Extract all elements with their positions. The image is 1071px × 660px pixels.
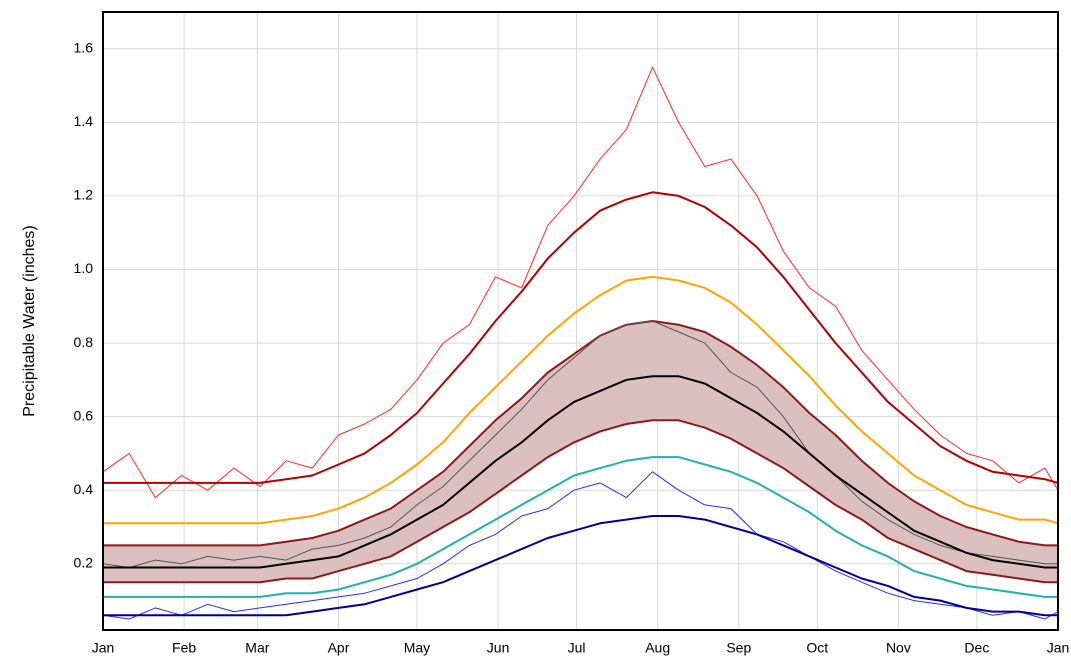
y-tick-label: 0.8 — [74, 334, 94, 350]
y-tick-label: 1.6 — [74, 39, 94, 55]
y-tick-label: 0.6 — [74, 407, 94, 423]
x-tick-label: Mar — [245, 640, 269, 656]
x-tick-label: Feb — [172, 640, 196, 656]
x-tick-label: Jul — [568, 640, 586, 656]
plot-frame — [102, 11, 1059, 631]
x-tick-label: Jan — [1047, 640, 1070, 656]
series-line — [103, 275, 1059, 525]
series-line — [103, 375, 1058, 569]
y-tick-label: 0.2 — [74, 554, 94, 570]
x-tick-label: Dec — [964, 640, 989, 656]
series-line — [103, 320, 1058, 547]
x-tick-label: Aug — [645, 640, 670, 656]
x-tick-label: Apr — [328, 640, 350, 656]
x-tick-label: May — [404, 640, 430, 656]
y-tick-label: 0.4 — [74, 481, 94, 497]
x-tick-label: Sep — [726, 640, 751, 656]
x-tick-label: Oct — [806, 640, 828, 656]
sd-band — [103, 321, 1058, 583]
y-axis-label: Precipitable Water (inches) — [21, 225, 38, 416]
y-tick-label: 1.2 — [74, 187, 94, 203]
series-line — [103, 456, 1058, 598]
x-tick-label: Nov — [886, 640, 911, 656]
series-line — [102, 471, 1059, 620]
series-line — [102, 320, 1058, 568]
series-line — [103, 191, 1059, 484]
x-tick-label: Jan — [92, 640, 115, 656]
y-tick-label: 1.0 — [74, 260, 94, 276]
series-line — [103, 515, 1058, 617]
x-tick-label: Jun — [487, 640, 510, 656]
y-tick-label: 1.4 — [74, 113, 94, 129]
series-line — [103, 419, 1058, 584]
